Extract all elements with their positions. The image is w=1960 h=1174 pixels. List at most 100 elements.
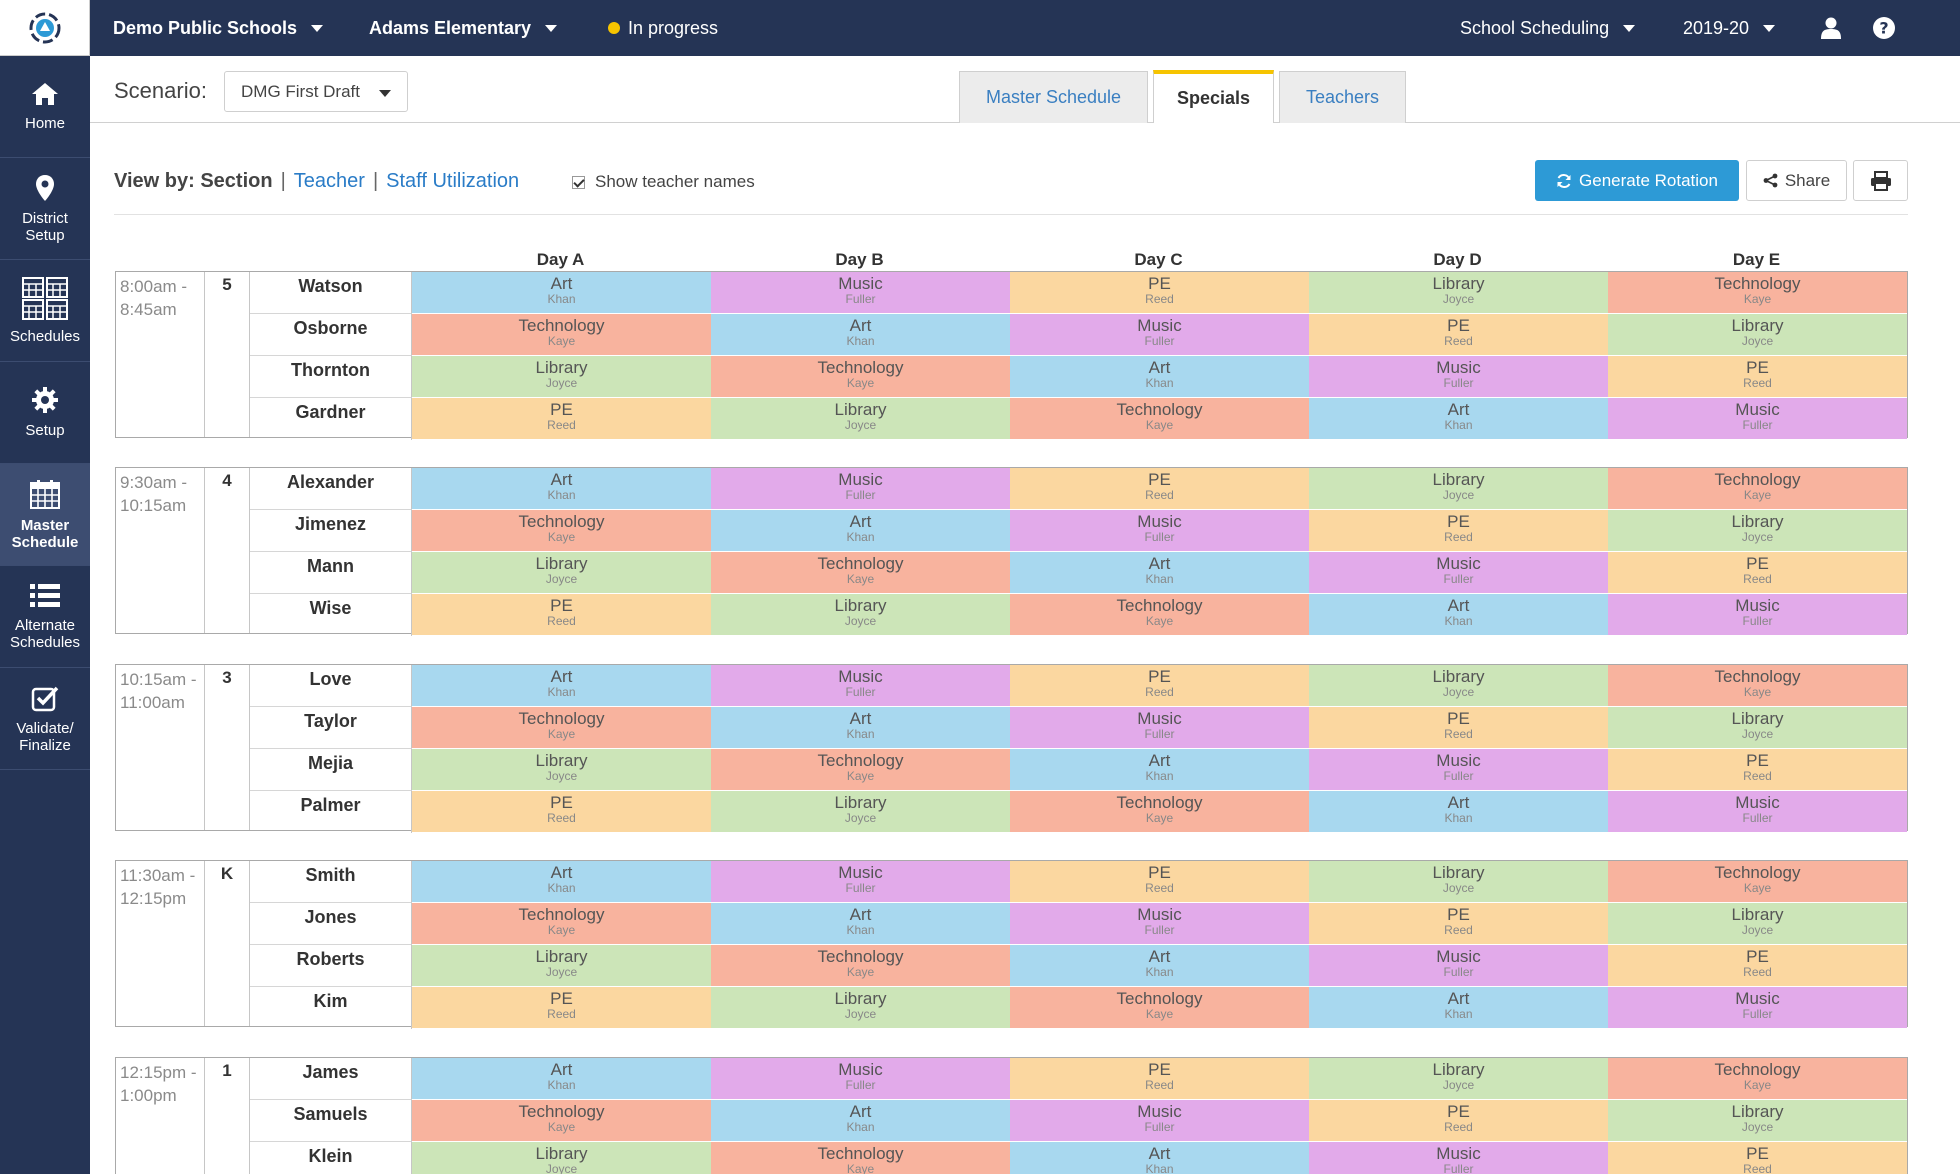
- special-cell[interactable]: Technology Kaye: [711, 356, 1010, 398]
- show-teacher-names-toggle[interactable]: Show teacher names: [572, 172, 755, 192]
- special-cell[interactable]: Music Fuller: [1608, 791, 1907, 833]
- special-cell[interactable]: Technology Kaye: [412, 1100, 711, 1142]
- special-cell[interactable]: Technology Kaye: [1608, 665, 1907, 707]
- special-cell[interactable]: Library Joyce: [1309, 468, 1608, 510]
- print-button[interactable]: [1853, 160, 1908, 201]
- section-name[interactable]: Mann: [250, 552, 412, 594]
- special-cell[interactable]: PE Reed: [1309, 314, 1608, 356]
- special-cell[interactable]: Music Fuller: [1010, 903, 1309, 945]
- section-name[interactable]: Taylor: [250, 707, 412, 749]
- special-cell[interactable]: Technology Kaye: [1608, 861, 1907, 903]
- special-cell[interactable]: Library Joyce: [1309, 861, 1608, 903]
- sidebar-item-schedules[interactable]: Schedules: [0, 260, 90, 362]
- sidebar-item-district-setup[interactable]: District Setup: [0, 158, 90, 260]
- special-cell[interactable]: PE Reed: [1010, 468, 1309, 510]
- special-cell[interactable]: Art Khan: [711, 707, 1010, 749]
- special-cell[interactable]: PE Reed: [1309, 903, 1608, 945]
- special-cell[interactable]: PE Reed: [1309, 510, 1608, 552]
- show-teacher-names-checkbox[interactable]: [572, 175, 585, 189]
- section-name[interactable]: Smith: [250, 861, 412, 903]
- special-cell[interactable]: Art Khan: [711, 510, 1010, 552]
- special-cell[interactable]: Technology Kaye: [412, 903, 711, 945]
- special-cell[interactable]: PE Reed: [1309, 1100, 1608, 1142]
- section-name[interactable]: Samuels: [250, 1100, 412, 1142]
- app-logo[interactable]: [0, 0, 90, 56]
- special-cell[interactable]: Technology Kaye: [412, 707, 711, 749]
- special-cell[interactable]: Music Fuller: [1309, 945, 1608, 987]
- tab-specials[interactable]: Specials: [1153, 70, 1274, 123]
- section-name[interactable]: Roberts: [250, 945, 412, 987]
- special-cell[interactable]: Technology Kaye: [1608, 272, 1907, 314]
- special-cell[interactable]: Library Joyce: [412, 945, 711, 987]
- special-cell[interactable]: Art Khan: [1010, 945, 1309, 987]
- special-cell[interactable]: PE Reed: [1309, 707, 1608, 749]
- share-button[interactable]: Share: [1746, 160, 1847, 201]
- generate-rotation-button[interactable]: Generate Rotation: [1535, 160, 1739, 201]
- special-cell[interactable]: Technology Kaye: [711, 552, 1010, 594]
- sidebar-item-validate-finalize[interactable]: Validate/ Finalize: [0, 668, 90, 770]
- sidebar-item-home[interactable]: Home: [0, 56, 90, 158]
- special-cell[interactable]: Music Fuller: [1010, 314, 1309, 356]
- special-cell[interactable]: Technology Kaye: [1010, 791, 1309, 833]
- special-cell[interactable]: PE Reed: [1608, 945, 1907, 987]
- special-cell[interactable]: Music Fuller: [1608, 398, 1907, 440]
- school-dropdown[interactable]: Adams Elementary: [369, 0, 558, 56]
- special-cell[interactable]: Music Fuller: [1309, 1142, 1608, 1174]
- section-name[interactable]: Jones: [250, 903, 412, 945]
- special-cell[interactable]: PE Reed: [1010, 665, 1309, 707]
- sidebar-item-alternate-schedules[interactable]: Alternate Schedules: [0, 566, 90, 668]
- special-cell[interactable]: Library Joyce: [711, 398, 1010, 440]
- special-cell[interactable]: PE Reed: [412, 987, 711, 1029]
- special-cell[interactable]: PE Reed: [1010, 861, 1309, 903]
- special-cell[interactable]: PE Reed: [412, 594, 711, 636]
- view-by-staff-link[interactable]: Staff Utilization: [386, 170, 520, 192]
- special-cell[interactable]: Technology Kaye: [1010, 987, 1309, 1029]
- special-cell[interactable]: Library Joyce: [1309, 1058, 1608, 1100]
- special-cell[interactable]: Library Joyce: [1608, 707, 1907, 749]
- special-cell[interactable]: Art Khan: [1010, 1142, 1309, 1174]
- special-cell[interactable]: PE Reed: [1608, 356, 1907, 398]
- special-cell[interactable]: Art Khan: [1010, 749, 1309, 791]
- special-cell[interactable]: Library Joyce: [412, 749, 711, 791]
- special-cell[interactable]: Technology Kaye: [1608, 468, 1907, 510]
- special-cell[interactable]: PE Reed: [1010, 272, 1309, 314]
- tab-teachers[interactable]: Teachers: [1279, 71, 1406, 123]
- special-cell[interactable]: Art Khan: [1010, 356, 1309, 398]
- special-cell[interactable]: Art Khan: [1309, 987, 1608, 1029]
- special-cell[interactable]: Library Joyce: [1608, 510, 1907, 552]
- special-cell[interactable]: Art Khan: [412, 272, 711, 314]
- special-cell[interactable]: Music Fuller: [1608, 987, 1907, 1029]
- special-cell[interactable]: Library Joyce: [711, 791, 1010, 833]
- special-cell[interactable]: PE Reed: [1608, 552, 1907, 594]
- special-cell[interactable]: Music Fuller: [711, 665, 1010, 707]
- special-cell[interactable]: Art Khan: [1309, 398, 1608, 440]
- special-cell[interactable]: Library Joyce: [1309, 665, 1608, 707]
- special-cell[interactable]: Technology Kaye: [1010, 594, 1309, 636]
- special-cell[interactable]: Library Joyce: [1608, 314, 1907, 356]
- special-cell[interactable]: Art Khan: [1010, 552, 1309, 594]
- section-name[interactable]: Gardner: [250, 398, 412, 440]
- special-cell[interactable]: PE Reed: [1608, 1142, 1907, 1174]
- special-cell[interactable]: Technology Kaye: [1608, 1058, 1907, 1100]
- help-button[interactable]: ?: [1872, 0, 1896, 56]
- special-cell[interactable]: Art Khan: [711, 1100, 1010, 1142]
- special-cell[interactable]: Technology Kaye: [412, 314, 711, 356]
- special-cell[interactable]: Art Khan: [412, 861, 711, 903]
- special-cell[interactable]: Art Khan: [711, 314, 1010, 356]
- section-name[interactable]: Watson: [250, 272, 412, 314]
- special-cell[interactable]: Music Fuller: [711, 1058, 1010, 1100]
- special-cell[interactable]: Art Khan: [1309, 594, 1608, 636]
- section-name[interactable]: Palmer: [250, 791, 412, 833]
- section-name[interactable]: Love: [250, 665, 412, 707]
- tab-master-schedule[interactable]: Master Schedule: [959, 71, 1148, 123]
- special-cell[interactable]: Library Joyce: [1608, 1100, 1907, 1142]
- special-cell[interactable]: Art Khan: [412, 468, 711, 510]
- special-cell[interactable]: Art Khan: [412, 665, 711, 707]
- scenario-select[interactable]: DMG First Draft: [224, 71, 408, 112]
- special-cell[interactable]: Technology Kaye: [711, 1142, 1010, 1174]
- section-name[interactable]: Alexander: [250, 468, 412, 510]
- special-cell[interactable]: Library Joyce: [711, 594, 1010, 636]
- special-cell[interactable]: Art Khan: [1309, 791, 1608, 833]
- special-cell[interactable]: PE Reed: [412, 398, 711, 440]
- section-name[interactable]: Wise: [250, 594, 412, 636]
